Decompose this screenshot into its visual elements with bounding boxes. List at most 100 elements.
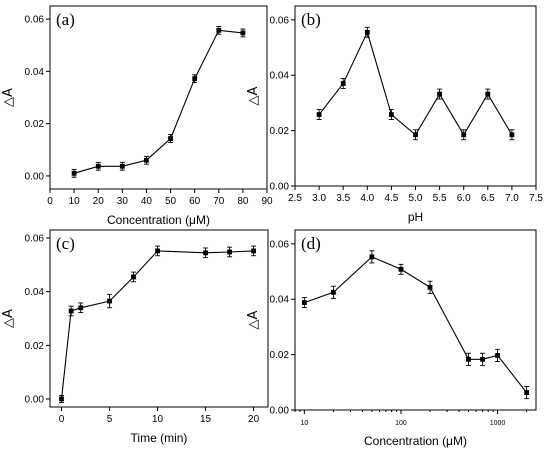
x-tick-label: 10 xyxy=(69,196,81,207)
x-tick-label: 40 xyxy=(141,196,153,207)
y-tick-label: 0.00 xyxy=(25,171,45,182)
data-point xyxy=(227,249,232,255)
x-tick-label: 60 xyxy=(189,196,201,207)
y-tick-label: 0.00 xyxy=(25,394,45,405)
x-tick-label: 3.5 xyxy=(336,193,350,204)
panel-label: (b) xyxy=(301,10,321,29)
data-point xyxy=(240,30,246,36)
data-point xyxy=(480,356,485,362)
data-point xyxy=(78,305,84,311)
x-axis-label: pH xyxy=(408,210,423,224)
x-tick-label: 5 xyxy=(107,414,113,425)
x-tick-label: 15 xyxy=(200,414,212,425)
data-point xyxy=(398,266,404,272)
data-point xyxy=(119,163,125,169)
data-point xyxy=(107,298,112,304)
data-point xyxy=(437,91,442,97)
data-point xyxy=(485,91,491,97)
x-tick-label: 0 xyxy=(47,196,53,207)
panel-label: (d) xyxy=(301,234,321,253)
plot-frame xyxy=(49,5,268,190)
x-tick-label: 4.5 xyxy=(384,193,398,204)
y-tick-label: 0.02 xyxy=(25,341,45,352)
data-point xyxy=(340,81,346,86)
data-point xyxy=(216,27,222,33)
panel-label: (a) xyxy=(56,10,75,29)
data-point xyxy=(71,170,77,176)
data-point xyxy=(95,163,101,169)
data-point xyxy=(203,250,208,256)
plot-frame xyxy=(294,229,537,411)
data-point xyxy=(427,284,433,290)
data-point xyxy=(192,76,198,82)
data-point xyxy=(155,248,160,254)
y-tick-label: 0.02 xyxy=(270,126,290,137)
series-line xyxy=(318,30,513,136)
panel-c: 0 5 10 15 20 0.00 0.02 0.04 0.06 Time (min) △A (c) xyxy=(1,229,269,445)
y-tick-label: 0.04 xyxy=(270,295,290,306)
data-point xyxy=(131,274,136,280)
panel-d: 10 100 1000 0.00 0.02 0.04 0.06 Concentration (… xyxy=(246,229,537,448)
data-point xyxy=(331,289,336,295)
data-point xyxy=(301,300,307,305)
y-tick-label: 0.06 xyxy=(25,15,45,26)
data-point xyxy=(144,157,149,163)
x-axis-label: Concentration (μM) xyxy=(107,213,210,227)
data-point xyxy=(413,132,418,138)
x-tick-label: 70 xyxy=(213,196,225,207)
y-tick-label: 0.06 xyxy=(270,239,290,250)
data-point xyxy=(168,136,173,141)
x-tick-label: 30 xyxy=(117,196,129,207)
series-line xyxy=(304,256,528,393)
x-axis-label: Concentration (μM) xyxy=(364,434,467,448)
panel-a: 0 10 20 30 40 50 60 70 80 90 0.00 0.02 0.04 0.06 Conce… xyxy=(1,5,273,227)
y-axis-label: △A xyxy=(246,310,261,329)
x-axis-label: Time (min) xyxy=(131,431,188,445)
data-point xyxy=(509,132,515,138)
x-tick-label: 0 xyxy=(59,414,65,425)
y-tick-label: 0.00 xyxy=(270,182,290,193)
y-axis-label: △A xyxy=(246,86,261,105)
data-point xyxy=(466,356,471,362)
x-tick-label: 3.0 xyxy=(312,193,326,204)
x-tick-label: 6.0 xyxy=(457,193,471,204)
series-line xyxy=(73,29,243,174)
x-tick-label: 2.5 xyxy=(288,193,302,204)
panel-label: (c) xyxy=(56,234,75,253)
data-point xyxy=(68,308,74,314)
y-tick-label: 0.00 xyxy=(270,406,290,417)
panel-b: 2.5 3.0 3.5 4.0 4.5 5.0 5.5 6.0 6.5 7.0 7.5 0.00 0.0… xyxy=(246,5,543,224)
y-tick-label: 0.04 xyxy=(25,287,45,298)
data-point xyxy=(369,254,375,260)
x-tick-label: 1000 xyxy=(490,420,506,427)
x-tick-label: 5.0 xyxy=(409,193,423,204)
y-tick-label: 0.04 xyxy=(270,71,290,82)
data-point xyxy=(364,29,370,35)
x-tick-label: 80 xyxy=(237,196,249,207)
x-tick-label: 5.5 xyxy=(433,193,447,204)
y-tick-label: 0.06 xyxy=(25,234,45,245)
y-tick-label: 0.04 xyxy=(25,67,45,78)
series-line xyxy=(60,250,254,400)
x-tick-label: 7.5 xyxy=(529,193,543,204)
y-tick-label: 0.02 xyxy=(25,119,45,130)
x-tick-label: 90 xyxy=(261,196,273,207)
data-point xyxy=(316,112,322,117)
data-point xyxy=(251,248,256,254)
x-tick-label: 6.5 xyxy=(481,193,495,204)
x-tick-label: 4.0 xyxy=(360,193,374,204)
plot-frame xyxy=(294,5,537,187)
y-axis-label: △A xyxy=(1,88,16,107)
data-point xyxy=(461,132,467,138)
x-tick-label: 10 xyxy=(152,414,164,425)
x-tick-label: 10 xyxy=(300,420,308,427)
y-tick-label: 0.02 xyxy=(270,350,290,361)
y-tick-label: 0.06 xyxy=(270,15,290,26)
x-tick-label: 20 xyxy=(248,414,260,425)
y-axis-label: △A xyxy=(1,309,16,328)
data-point xyxy=(59,396,64,402)
plot-frame xyxy=(49,229,269,408)
x-tick-label: 50 xyxy=(165,196,177,207)
data-point xyxy=(389,112,394,117)
